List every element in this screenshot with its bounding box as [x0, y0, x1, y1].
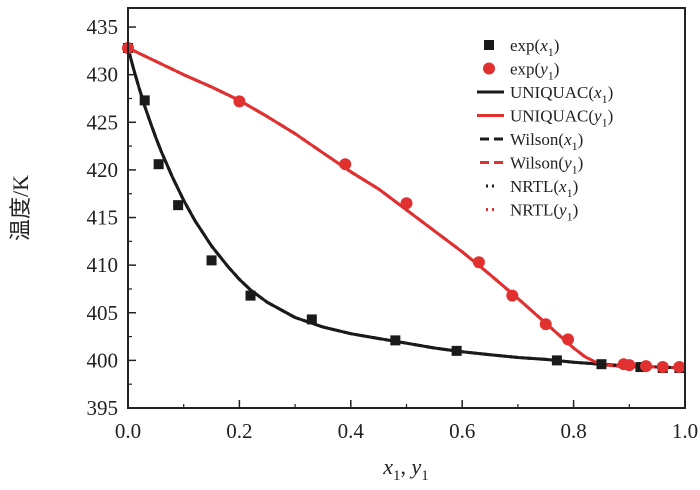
y-tick-label: 400 — [87, 348, 119, 372]
x-tick-label: 0.8 — [560, 419, 586, 443]
point-exp(y1) — [640, 360, 653, 373]
legend-label-exp(y1): exp(y1) — [510, 60, 559, 83]
point-exp(y1) — [400, 197, 413, 210]
tick-labels: 0.0 0.2 0.4 0.6 0.8 1.0 395 400 405 410 415 420 425 4… — [87, 15, 699, 443]
series-layer — [122, 42, 686, 374]
legend-label-UNIQUAC(x1): UNIQUAC(x1) — [510, 83, 613, 106]
point-exp(x1) — [306, 314, 317, 325]
point-exp(x1) — [206, 255, 217, 266]
point-exp(x1) — [245, 290, 256, 301]
y-tick-label: 420 — [87, 158, 119, 182]
y-tick-label: 435 — [87, 15, 119, 39]
x-axis-label: x1, y1 — [382, 454, 429, 484]
y-tick-label: 395 — [87, 396, 119, 420]
point-exp(y1) — [233, 95, 246, 108]
point-exp(x1) — [596, 359, 607, 370]
point-exp(y1) — [472, 256, 485, 269]
legend-label-exp(x1): exp(x1) — [510, 36, 559, 59]
y-tick-label: 415 — [87, 206, 119, 230]
point-exp(y1) — [506, 289, 519, 302]
y-axis-label: 温度/K — [8, 175, 33, 241]
point-exp(y1) — [562, 333, 575, 346]
point-exp(x1) — [153, 159, 164, 170]
point-exp(y1) — [656, 361, 669, 374]
legend-marker-exp(y1) — [483, 62, 495, 75]
point-exp(y1) — [539, 318, 552, 331]
point-exp(y1) — [673, 361, 686, 374]
point-exp(y1) — [623, 359, 636, 372]
x-tick-label: 0.4 — [338, 419, 365, 443]
legend-label-Wilson(y1): Wilson(y1) — [510, 154, 583, 177]
point-exp(x1) — [173, 200, 184, 211]
point-exp(y1) — [339, 158, 352, 171]
point-exp(x1) — [551, 355, 562, 366]
legend-label-Wilson(x1): Wilson(x1) — [510, 130, 583, 153]
plot-frame — [127, 7, 686, 409]
y-tick-label: 430 — [87, 63, 119, 87]
point-exp(x1) — [139, 95, 150, 106]
x-tick-label: 0.2 — [226, 419, 252, 443]
legend: exp(x1)exp(y1)UNIQUAC(x1)UNIQUAC(y1)Wils… — [477, 36, 613, 224]
x-tick-label: 0.0 — [115, 419, 141, 443]
point-exp(x1) — [390, 335, 401, 346]
x-tick-label: 1.0 — [672, 419, 698, 443]
legend-marker-exp(x1) — [484, 40, 494, 50]
y-tick-label: 425 — [87, 110, 119, 134]
y-tick-label: 410 — [87, 253, 119, 277]
x-tick-label: 0.6 — [449, 419, 475, 443]
legend-label-NRTL(x1): NRTL(x1) — [510, 177, 578, 200]
series-line-NRTL(x1) — [126, 47, 686, 370]
legend-label-UNIQUAC(y1): UNIQUAC(y1) — [510, 107, 613, 130]
legend-label-NRTL(y1): NRTL(y1) — [510, 201, 578, 224]
y-tick-label: 405 — [87, 301, 119, 325]
point-exp(x1) — [451, 345, 462, 356]
